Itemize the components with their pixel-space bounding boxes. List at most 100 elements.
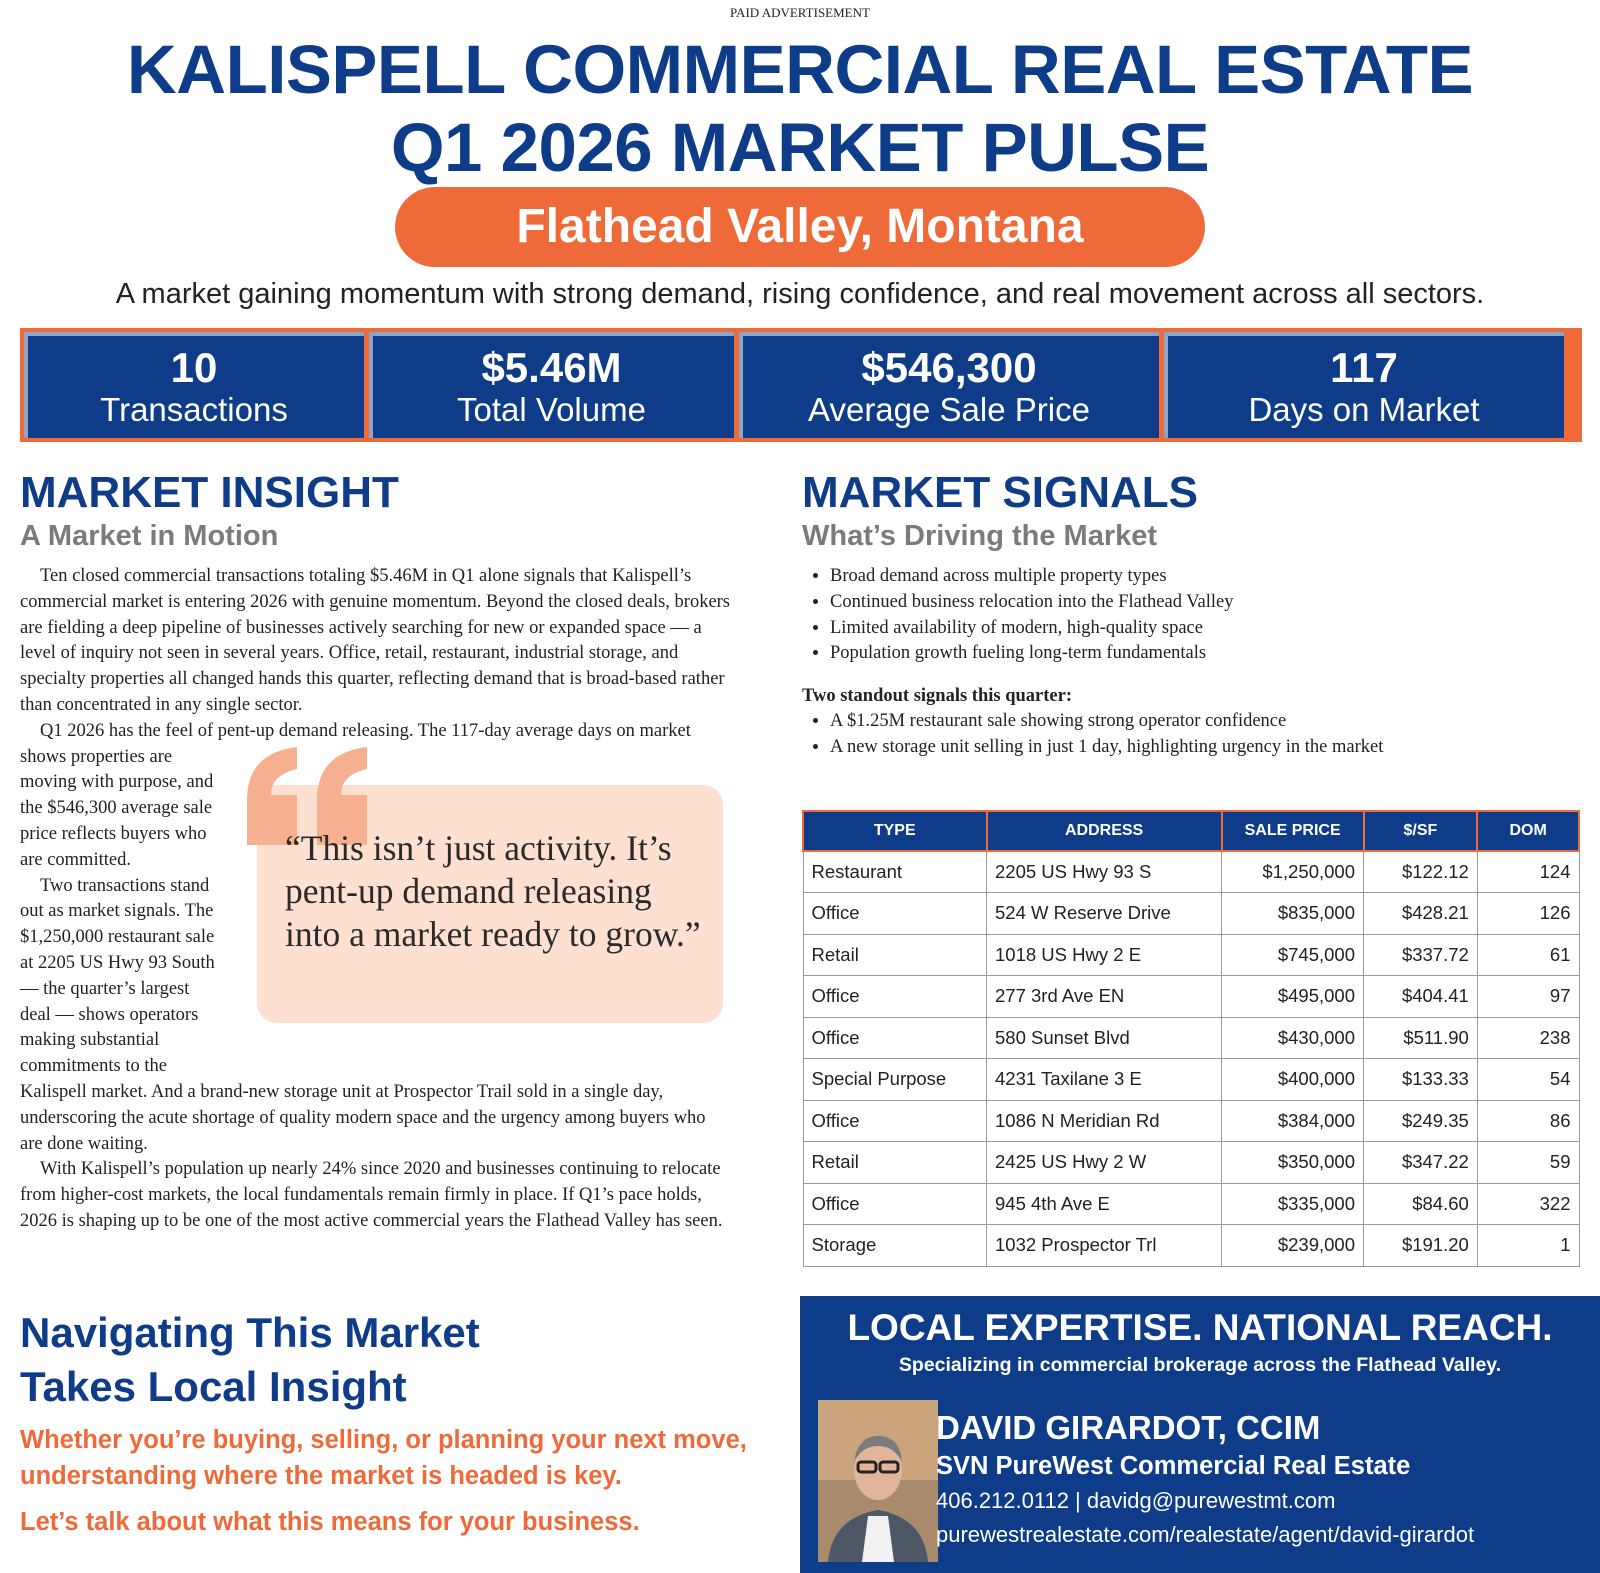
agent-photo bbox=[818, 1400, 938, 1562]
stat-value: 10 bbox=[170, 344, 218, 391]
quote-text: “This isn’t just activity. It’s pent-up … bbox=[285, 827, 701, 954]
table-cell: Office bbox=[802, 1099, 988, 1142]
signal-item: Broad demand across multiple property ty… bbox=[830, 564, 1582, 590]
stat-label: Transactions bbox=[100, 391, 288, 428]
standout-heading: Two standout signals this quarter: bbox=[802, 686, 1073, 707]
table-cell: $745,000 bbox=[1221, 933, 1364, 976]
table-cell: Retail bbox=[802, 1141, 988, 1184]
table-row: Retail 2425 US Hwy 2 W $350,000 $347.22 59 bbox=[802, 1141, 1580, 1184]
table-cell: 524 W Reserve Drive bbox=[986, 892, 1223, 935]
stats-bar: 10 Transactions $5.46M Total Volume $546,300… bbox=[20, 328, 1582, 442]
table-cell: 2205 US Hwy 93 S bbox=[986, 850, 1223, 893]
agent-name: DAVID GIRARDOT, CCIM bbox=[936, 1409, 1321, 1446]
table-cell: 277 3rd Ave EN bbox=[986, 975, 1223, 1018]
table-cell: Office bbox=[802, 975, 988, 1018]
paragraph: Q1 2026 has the feel of pent-up demand r… bbox=[20, 720, 691, 870]
ad-label: PAID ADVERTISEMENT bbox=[730, 5, 870, 20]
table-row: Retail 1018 US Hwy 2 E $745,000 $337.72 61 bbox=[802, 933, 1580, 976]
contact-subheading: Specializing in commercial brokerage acr… bbox=[898, 1354, 1502, 1376]
cta-closing: Let’s talk about what this means for you… bbox=[20, 1508, 640, 1536]
table-cell: 4231 Taxilane 3 E bbox=[986, 1058, 1223, 1101]
cta-body: Whether you’re buying, selling, or plann… bbox=[20, 1426, 747, 1490]
insight-section: MARKET INSIGHT A Market in Motion Ten cl… bbox=[20, 468, 732, 1235]
table-cell: Office bbox=[802, 1182, 988, 1225]
table-cell: 238 bbox=[1476, 1016, 1580, 1059]
table-row: Storage 1032 Prospector Trl $239,000 $191.2… bbox=[802, 1224, 1580, 1267]
column-header: DOM bbox=[1476, 810, 1580, 852]
table-cell: $835,000 bbox=[1221, 892, 1364, 935]
paragraph: Two transactions stand out as market sig… bbox=[20, 875, 706, 1154]
stat-label: Average Sale Price bbox=[808, 391, 1090, 428]
table-cell: 2425 US Hwy 2 W bbox=[986, 1141, 1223, 1184]
stat-cell: $546,300 Average Sale Price bbox=[739, 332, 1159, 438]
agent-company: SVN PureWest Commercial Real Estate bbox=[936, 1452, 1411, 1480]
column-header: ADDRESS bbox=[985, 810, 1223, 852]
section-heading: MARKET INSIGHT bbox=[20, 468, 399, 517]
table-cell: Office bbox=[802, 892, 988, 935]
stat-cell: 117 Days on Market bbox=[1164, 332, 1564, 438]
stat-label: Days on Market bbox=[1248, 391, 1480, 428]
sales-table: TYPE ADDRESS SALE PRICE $/SF DOM Restaurant 22… bbox=[802, 810, 1580, 1267]
signal-item: Continued business relocation into the F… bbox=[830, 590, 1582, 616]
column-header: $/SF bbox=[1362, 810, 1479, 852]
table-row: Office 524 W Reserve Drive $835,000 $428.21… bbox=[802, 892, 1580, 935]
table-cell: 126 bbox=[1476, 892, 1580, 935]
cta-heading: Navigating This Market bbox=[20, 1309, 480, 1356]
agent-contact: 406.212.0112 | davidg@purewestmt.com bbox=[936, 1488, 1336, 1513]
table-cell: 59 bbox=[1476, 1141, 1580, 1184]
table-cell: Office bbox=[802, 1016, 988, 1059]
table-cell: 86 bbox=[1476, 1099, 1580, 1142]
cta-section: Navigating This Market Takes Local Insig… bbox=[20, 1306, 800, 1540]
quote-icon bbox=[247, 746, 367, 845]
insight-body: Ten closed commercial transactions total… bbox=[20, 564, 732, 1235]
cta-heading: Takes Local Insight bbox=[20, 1363, 407, 1410]
paragraph: Ten closed commercial transactions total… bbox=[20, 566, 731, 715]
table-cell: $249.35 bbox=[1363, 1099, 1478, 1142]
table-cell: $430,000 bbox=[1221, 1016, 1364, 1059]
table-cell: 1032 Prospector Trl bbox=[986, 1224, 1223, 1267]
table-cell: $350,000 bbox=[1221, 1141, 1364, 1184]
table-cell: $122.12 bbox=[1363, 850, 1478, 893]
table-row: Office 1086 N Meridian Rd $384,000 $249.35 8… bbox=[802, 1099, 1580, 1142]
table-cell: $337.72 bbox=[1363, 933, 1478, 976]
table-cell: $84.60 bbox=[1363, 1182, 1478, 1225]
table-cell: $404.41 bbox=[1363, 975, 1478, 1018]
table-cell: 1086 N Meridian Rd bbox=[986, 1099, 1223, 1142]
stat-value: $546,300 bbox=[861, 344, 1037, 391]
tagline: A market gaining momentum with strong de… bbox=[115, 278, 1485, 310]
signal-item: Population growth fueling long-term fund… bbox=[830, 641, 1582, 667]
section-subheading: A Market in Motion bbox=[20, 520, 279, 552]
pull-quote: “This isn’t just activity. It’s pent-up … bbox=[227, 745, 732, 1067]
agent-url: purewestrealestate.com/realestate/agent/… bbox=[936, 1522, 1475, 1547]
table-cell: $239,000 bbox=[1221, 1224, 1364, 1267]
location-pill: Flathead Valley, Montana bbox=[395, 187, 1205, 267]
table-cell: 61 bbox=[1476, 933, 1580, 976]
contact-box: LOCAL EXPERTISE. NATIONAL REACH. Special… bbox=[800, 1296, 1600, 1573]
table-cell: $335,000 bbox=[1221, 1182, 1364, 1225]
column-header: TYPE bbox=[802, 810, 988, 852]
table-cell: $495,000 bbox=[1221, 975, 1364, 1018]
standout-item: A new storage unit selling in just 1 day… bbox=[830, 735, 1582, 761]
table-cell: Special Purpose bbox=[802, 1058, 988, 1101]
table-row: Restaurant 2205 US Hwy 93 S $1,250,000 $122… bbox=[802, 850, 1580, 893]
standout-item: A $1.25M restaurant sale showing strong … bbox=[830, 709, 1582, 735]
table-cell: $191.20 bbox=[1363, 1224, 1478, 1267]
stat-label: Total Volume bbox=[457, 391, 646, 428]
section-heading: MARKET SIGNALS bbox=[802, 468, 1198, 517]
stat-value: $5.46M bbox=[481, 344, 622, 391]
stat-cell: $5.46M Total Volume bbox=[369, 332, 734, 438]
table-row: Office 580 Sunset Blvd $430,000 $511.90 238 bbox=[802, 1016, 1580, 1059]
table-cell: Restaurant bbox=[802, 850, 988, 893]
section-subheading: What’s Driving the Market bbox=[802, 520, 1158, 552]
table-cell: $428.21 bbox=[1363, 892, 1478, 935]
column-header: SALE PRICE bbox=[1220, 810, 1365, 852]
table-cell: $133.33 bbox=[1363, 1058, 1478, 1101]
table-cell: Storage bbox=[802, 1224, 988, 1267]
table-cell: 945 4th Ave E bbox=[986, 1182, 1223, 1225]
standout-list: A $1.25M restaurant sale showing strong … bbox=[802, 709, 1582, 761]
stat-cell: 10 Transactions bbox=[24, 332, 364, 438]
table-cell: Retail bbox=[802, 933, 988, 976]
table-row: Special Purpose 4231 Taxilane 3 E $400,000… bbox=[802, 1058, 1580, 1101]
signals-section: MARKET SIGNALS What’s Driving the Market… bbox=[802, 468, 1582, 761]
